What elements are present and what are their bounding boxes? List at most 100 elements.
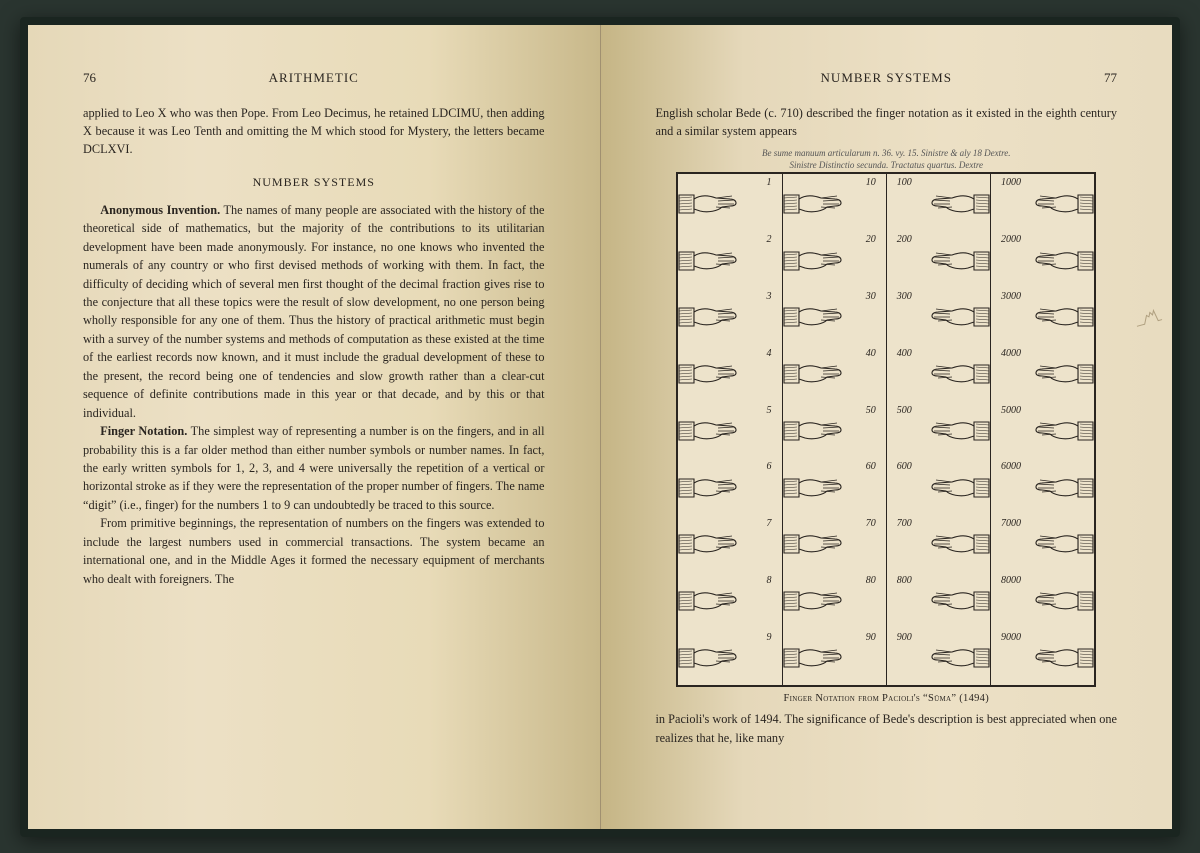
finger-value: 20	[866, 234, 876, 245]
left-body: applied to Leo X who was then Pope. From…	[83, 104, 545, 589]
finger-value: 1	[767, 177, 772, 188]
hand-icon	[678, 355, 740, 391]
hand-icon	[783, 185, 845, 221]
hand-icon	[1032, 185, 1094, 221]
finger-cell: 50	[783, 402, 886, 459]
finger-value: 900	[897, 632, 912, 643]
finger-cell: 70	[783, 515, 886, 572]
finger-value: 9	[767, 632, 772, 643]
hand-icon	[783, 525, 845, 561]
finger-value: 7000	[1001, 518, 1021, 529]
left-page: 76 ARITHMETIC applied to Leo X who was t…	[28, 25, 601, 829]
finger-value: 4000	[1001, 348, 1021, 359]
finger-table: 1 2 3 4 5	[676, 172, 1096, 687]
hand-icon	[928, 242, 990, 278]
hand-icon	[783, 639, 845, 675]
hand-icon	[783, 298, 845, 334]
left-para-2-text: The names of many people are associated …	[83, 203, 545, 420]
finger-cell: 300	[887, 288, 990, 345]
finger-cell: 3	[678, 288, 781, 345]
finger-value: 6000	[1001, 461, 1021, 472]
right-para-2: in Pacioli's work of 1494. The significa…	[656, 710, 1118, 747]
finger-cell: 2	[678, 231, 781, 288]
manuscript-note-sub: Sinistre Distinctio secunda. Tractatus q…	[676, 160, 1096, 170]
finger-value: 500	[897, 405, 912, 416]
margin-hand-doodle	[1130, 301, 1167, 340]
finger-cell: 8000	[991, 572, 1094, 629]
finger-cell: 10	[783, 174, 886, 231]
finger-value: 8000	[1001, 575, 1021, 586]
finger-value: 30	[866, 291, 876, 302]
finger-value: 60	[866, 461, 876, 472]
finger-value: 50	[866, 405, 876, 416]
hand-icon	[928, 298, 990, 334]
hand-icon	[928, 355, 990, 391]
finger-value: 80	[866, 575, 876, 586]
finger-column: 1 2 3 4 5	[678, 174, 782, 685]
hand-icon	[1032, 412, 1094, 448]
finger-cell: 1	[678, 174, 781, 231]
finger-value: 300	[897, 291, 912, 302]
finger-value: 1000	[1001, 177, 1021, 188]
finger-cell: 2000	[991, 231, 1094, 288]
figure-caption: Finger Notation from Pacioli's “Sūma” (1…	[676, 693, 1096, 704]
hand-icon	[1032, 469, 1094, 505]
finger-cell: 100	[887, 174, 990, 231]
finger-value: 5	[767, 405, 772, 416]
finger-column: 1000 2000 3000 4000 5000	[991, 174, 1094, 685]
right-body-2: in Pacioli's work of 1494. The significa…	[656, 710, 1118, 747]
finger-value: 700	[897, 518, 912, 529]
hand-icon	[678, 469, 740, 505]
finger-cell: 6	[678, 458, 781, 515]
hand-icon	[928, 469, 990, 505]
finger-value: 3000	[1001, 291, 1021, 302]
hand-icon	[783, 242, 845, 278]
finger-value: 5000	[1001, 405, 1021, 416]
finger-cell: 200	[887, 231, 990, 288]
finger-cell: 6000	[991, 458, 1094, 515]
finger-cell: 4000	[991, 345, 1094, 402]
finger-value: 4	[767, 348, 772, 359]
finger-value: 800	[897, 575, 912, 586]
finger-value: 9000	[1001, 632, 1021, 643]
runin-anonymous: Anonymous Invention.	[100, 203, 220, 217]
left-para-4: From primitive beginnings, the represent…	[83, 514, 545, 588]
finger-cell: 30	[783, 288, 886, 345]
finger-value: 7	[767, 518, 772, 529]
hand-icon	[1032, 639, 1094, 675]
finger-value: 3	[767, 291, 772, 302]
hand-icon	[783, 355, 845, 391]
finger-value: 40	[866, 348, 876, 359]
finger-cell: 7	[678, 515, 781, 572]
finger-cell: 20	[783, 231, 886, 288]
finger-value: 8	[767, 575, 772, 586]
hand-icon	[783, 412, 845, 448]
finger-cell: 9	[678, 629, 781, 686]
hand-icon	[678, 582, 740, 618]
finger-notation-figure: Be sume manuum articularum n. 36. vy. 15…	[676, 148, 1096, 704]
hand-icon	[678, 412, 740, 448]
left-para-2: Anonymous Invention. The names of many p…	[83, 201, 545, 422]
section-heading: NUMBER SYSTEMS	[83, 173, 545, 191]
finger-cell: 5	[678, 402, 781, 459]
hand-icon	[928, 525, 990, 561]
hand-icon	[678, 185, 740, 221]
finger-cell: 500	[887, 402, 990, 459]
page-number-left: 76	[83, 70, 96, 86]
right-page: 77 NUMBER SYSTEMS English scholar Bede (…	[601, 25, 1173, 829]
running-head-right: NUMBER SYSTEMS	[656, 70, 1118, 86]
hand-icon	[1032, 298, 1094, 334]
hand-icon	[678, 525, 740, 561]
finger-column: 100 200 300 400 500	[887, 174, 991, 685]
finger-cell: 5000	[991, 402, 1094, 459]
finger-cell: 8	[678, 572, 781, 629]
hand-icon	[1032, 355, 1094, 391]
left-para-3: Finger Notation. The simplest way of rep…	[83, 422, 545, 514]
finger-column: 10 20 30 40 50	[783, 174, 887, 685]
finger-value: 2000	[1001, 234, 1021, 245]
hand-icon	[928, 639, 990, 675]
finger-value: 90	[866, 632, 876, 643]
hand-icon	[783, 469, 845, 505]
hand-icon	[1032, 242, 1094, 278]
finger-value: 100	[897, 177, 912, 188]
